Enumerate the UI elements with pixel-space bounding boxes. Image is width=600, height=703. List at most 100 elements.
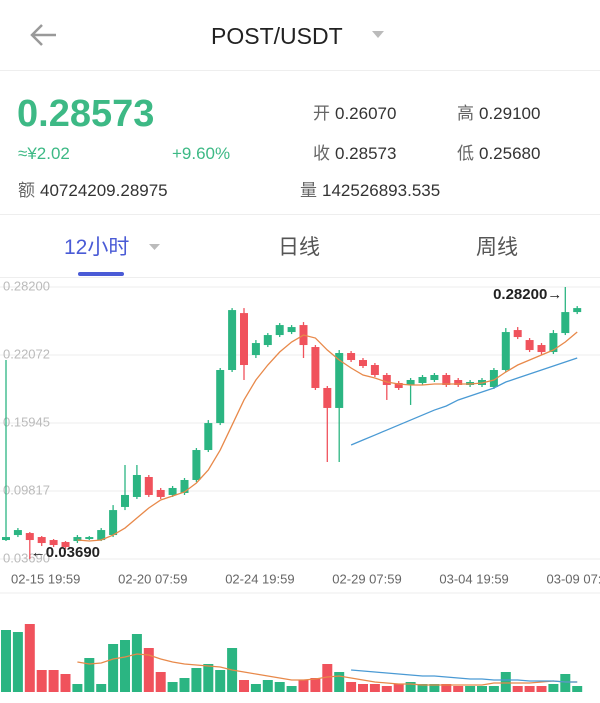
candle-body <box>489 370 498 387</box>
quote-panel: 0.28573 ≈¥2.02 +9.60% 开 0.26070 高 0.29100 … <box>0 71 600 215</box>
volume-bar <box>131 634 142 692</box>
candle-body <box>311 347 320 388</box>
volume-bar <box>60 674 71 692</box>
volume-bar <box>155 672 166 692</box>
stat-value: 142526893.535 <box>322 181 441 200</box>
stat-label: 量 <box>300 181 317 200</box>
candle-body <box>216 370 225 424</box>
candle-body <box>275 325 284 336</box>
back-button[interactable] <box>28 22 58 48</box>
stat: 收 0.28573 <box>313 145 396 163</box>
volume-bar <box>108 644 119 692</box>
x-tick-label: 02-20 07:59 <box>118 571 187 586</box>
candle-body <box>323 387 332 408</box>
tab[interactable]: 12小时 <box>64 236 130 259</box>
stat-value: 0.25680 <box>479 144 541 163</box>
candle-body <box>263 335 272 346</box>
y-tick-label: 0.15945 <box>3 414 50 429</box>
candle-body <box>525 340 534 351</box>
volume-bar <box>96 684 107 692</box>
tab-dropdown[interactable] <box>149 244 160 251</box>
volume-bar <box>286 686 297 692</box>
high-label: 0.28200→ <box>493 286 562 303</box>
candle-body <box>501 332 510 371</box>
stat-value: 0.29100 <box>479 104 541 123</box>
candle-body <box>180 479 189 493</box>
cny-price: ≈¥2.02 <box>18 144 70 163</box>
candle-body <box>359 360 367 367</box>
candle-body <box>49 540 58 546</box>
candle-body <box>370 365 379 375</box>
volume-ma-line <box>77 653 578 686</box>
volume-bar <box>298 680 309 692</box>
candle-chart: 0.03690 0.09817 0.15945 0.22072 0.28200 02-15… <box>0 278 600 692</box>
volume-bar <box>143 648 154 692</box>
volume-bar <box>417 684 428 692</box>
candle-body <box>85 537 94 540</box>
volume-bar <box>36 670 47 692</box>
volume-bar <box>215 670 226 692</box>
last-price: 0.28573 <box>17 93 155 135</box>
interval-tabs: 12小时 日线 周线 <box>0 215 600 278</box>
low-label: ←0.03690 <box>31 544 100 561</box>
stat-label: 高 <box>457 104 474 123</box>
candle-body <box>37 537 46 544</box>
x-tick-label: 02-29 07:59 <box>332 571 401 586</box>
candle-body <box>406 379 415 385</box>
pair-title[interactable]: POST/USDT <box>211 23 343 49</box>
volume-bar <box>48 670 59 692</box>
y-tick-label: 0.28200 <box>3 278 50 293</box>
volume-bar <box>346 682 357 692</box>
candle-body <box>97 530 106 541</box>
candle-body <box>25 533 34 541</box>
volume-bar <box>381 686 392 692</box>
candle-body <box>109 510 118 536</box>
candle-body <box>192 450 201 480</box>
volume-bar <box>393 684 404 692</box>
candle-body <box>335 353 344 408</box>
tab[interactable]: 周线 <box>476 236 518 259</box>
candle-body <box>513 330 522 338</box>
candle-body <box>573 308 582 313</box>
volume-bar <box>429 684 440 692</box>
x-tick-label: 02-15 19:59 <box>11 571 80 586</box>
y-tick-label: 0.03690 <box>3 550 50 565</box>
stat: 额 40724209.28975 <box>18 182 168 200</box>
volume-bar <box>274 682 285 692</box>
x-tick-label: 03-04 19:59 <box>439 571 508 586</box>
candle-body <box>121 494 129 507</box>
volume-bar <box>239 680 249 692</box>
candle-body <box>132 474 141 497</box>
volume-ma-line <box>351 669 578 683</box>
ma-line <box>350 357 578 446</box>
volume-bar <box>24 624 35 692</box>
volume-bar <box>488 686 499 692</box>
tab[interactable]: 日线 <box>278 236 320 259</box>
stat-label: 收 <box>313 144 330 163</box>
candle-body <box>442 374 451 385</box>
volume-bar <box>358 684 368 692</box>
volume-bar <box>512 686 523 692</box>
candle-body <box>549 333 558 353</box>
volume-bar <box>524 686 535 692</box>
volume-bar <box>84 658 95 692</box>
stat: 开 0.26070 <box>313 105 396 123</box>
volume-bar <box>179 678 190 692</box>
volume-bar <box>262 680 273 692</box>
volume-bar <box>441 684 452 692</box>
candle-body <box>156 489 165 497</box>
volume-bar <box>572 686 583 692</box>
volume-bar <box>120 640 130 692</box>
candle-body <box>347 353 356 361</box>
volume-bar <box>72 684 83 692</box>
pair-dropdown[interactable] <box>372 31 384 39</box>
candle-body <box>394 382 403 388</box>
tab-underline <box>78 272 124 276</box>
candle-body <box>240 313 248 366</box>
candle-body <box>430 374 439 380</box>
stat-value: 0.26070 <box>335 104 397 123</box>
candle-body <box>418 376 427 383</box>
candle-body <box>228 310 237 371</box>
volume-bar <box>203 664 214 692</box>
